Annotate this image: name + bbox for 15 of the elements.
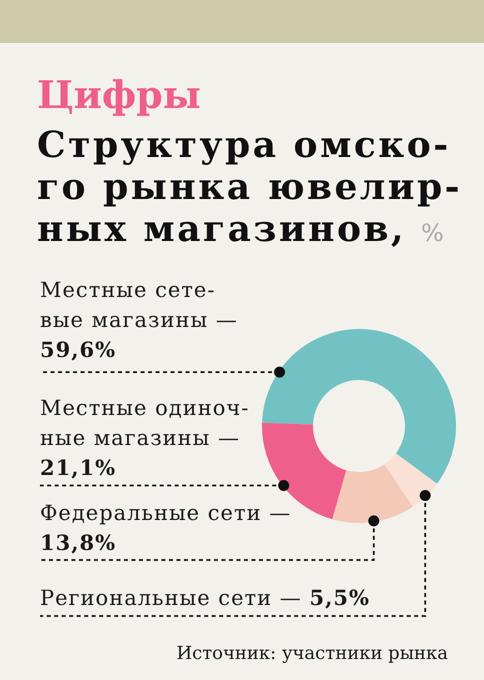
chart-title: Цифры: [37, 72, 201, 117]
donut-slice: [384, 453, 437, 507]
data-label: 59,6%: [40, 336, 118, 364]
donut-slice: [262, 329, 456, 484]
slice-label: Федеральные сети —: [40, 501, 292, 525]
data-label: 13,8%: [40, 529, 118, 557]
data-label: 5,5%: [309, 585, 370, 610]
slice-label: Местные сетевые магазины —: [40, 278, 238, 332]
chart-subtitle: Структура омского рынка ювелирных магазинов, %: [37, 124, 445, 250]
donut-slice: [262, 422, 346, 520]
slice-label: Региональные сети —: [40, 586, 302, 610]
slice-label: Местные одиночные магазины —: [40, 396, 242, 450]
data-label: 21,1%: [40, 454, 118, 482]
donut-slice: [332, 464, 413, 523]
text: Источник: участники рынка: [176, 642, 448, 666]
